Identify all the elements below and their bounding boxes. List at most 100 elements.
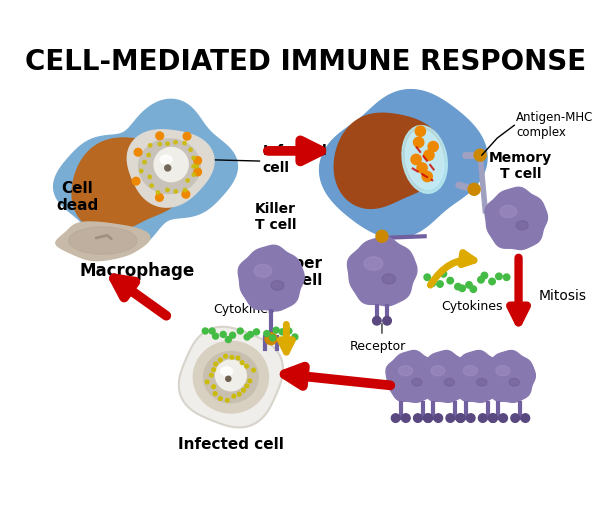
Circle shape [414,137,424,148]
Circle shape [265,333,277,345]
Circle shape [156,191,160,194]
Circle shape [214,362,218,366]
Circle shape [466,282,472,288]
Circle shape [245,384,248,388]
Circle shape [154,148,188,182]
Circle shape [447,277,453,284]
Ellipse shape [516,221,528,230]
Circle shape [166,188,169,192]
Circle shape [417,163,427,173]
Circle shape [183,133,191,140]
Polygon shape [69,227,137,254]
Circle shape [166,142,170,146]
Polygon shape [485,187,548,250]
Ellipse shape [402,126,447,193]
Circle shape [212,368,215,372]
Text: Macrophage: Macrophage [80,262,195,280]
Circle shape [470,286,477,292]
Circle shape [241,361,244,364]
Circle shape [429,280,436,287]
Circle shape [468,183,480,195]
Circle shape [247,331,253,337]
Circle shape [292,334,298,340]
Circle shape [212,333,218,339]
Circle shape [203,328,208,334]
Ellipse shape [500,205,517,218]
Circle shape [156,132,163,140]
Text: Cytokines: Cytokines [213,303,274,316]
Circle shape [158,143,162,146]
Circle shape [488,414,497,422]
Circle shape [218,397,222,400]
Circle shape [195,164,198,168]
Circle shape [237,328,243,334]
Polygon shape [193,341,269,413]
Circle shape [209,328,215,334]
Circle shape [214,392,217,396]
Circle shape [244,334,250,340]
Circle shape [205,380,209,384]
Text: Cytokines: Cytokines [441,300,502,313]
Circle shape [174,189,177,193]
Polygon shape [72,138,188,232]
Ellipse shape [463,365,477,376]
Circle shape [496,273,502,280]
Circle shape [511,414,520,422]
Circle shape [253,329,259,335]
Circle shape [143,160,146,164]
Polygon shape [179,327,283,428]
Circle shape [232,394,236,398]
Circle shape [279,329,285,335]
Circle shape [521,414,529,422]
Circle shape [189,148,192,151]
Circle shape [488,414,497,422]
Ellipse shape [221,367,233,375]
Ellipse shape [271,280,284,290]
Circle shape [478,277,484,283]
Circle shape [416,126,425,136]
Ellipse shape [405,130,444,189]
Ellipse shape [254,264,272,277]
Circle shape [132,177,140,185]
Text: Antigen-MHC
complex: Antigen-MHC complex [516,111,594,139]
Circle shape [273,327,279,333]
Ellipse shape [496,365,510,376]
Circle shape [192,173,195,176]
Circle shape [248,379,252,383]
Text: Memory
T cell: Memory T cell [489,150,552,181]
Circle shape [174,140,177,144]
Circle shape [503,274,510,280]
Circle shape [165,165,171,171]
Circle shape [481,272,488,279]
Ellipse shape [509,378,520,386]
Polygon shape [386,350,438,402]
Circle shape [401,414,410,422]
Circle shape [424,274,430,280]
Polygon shape [334,113,444,208]
Text: Receptor: Receptor [349,340,406,353]
Ellipse shape [431,365,445,376]
Ellipse shape [364,257,383,270]
Circle shape [411,155,421,164]
Circle shape [225,337,231,342]
Circle shape [373,316,381,325]
Circle shape [422,171,432,182]
Polygon shape [54,99,237,254]
Text: Infected cell: Infected cell [178,437,284,452]
Text: Cell
dead: Cell dead [56,181,99,213]
Circle shape [134,148,142,156]
Circle shape [225,398,230,402]
Polygon shape [483,350,536,402]
Circle shape [286,328,292,334]
Circle shape [489,278,495,284]
Circle shape [148,175,151,179]
Circle shape [424,414,432,422]
Circle shape [194,168,201,176]
Circle shape [209,373,213,377]
Circle shape [183,141,186,145]
Circle shape [376,230,388,242]
Polygon shape [139,139,200,194]
Ellipse shape [444,378,455,386]
Circle shape [230,355,234,359]
Ellipse shape [398,365,412,376]
